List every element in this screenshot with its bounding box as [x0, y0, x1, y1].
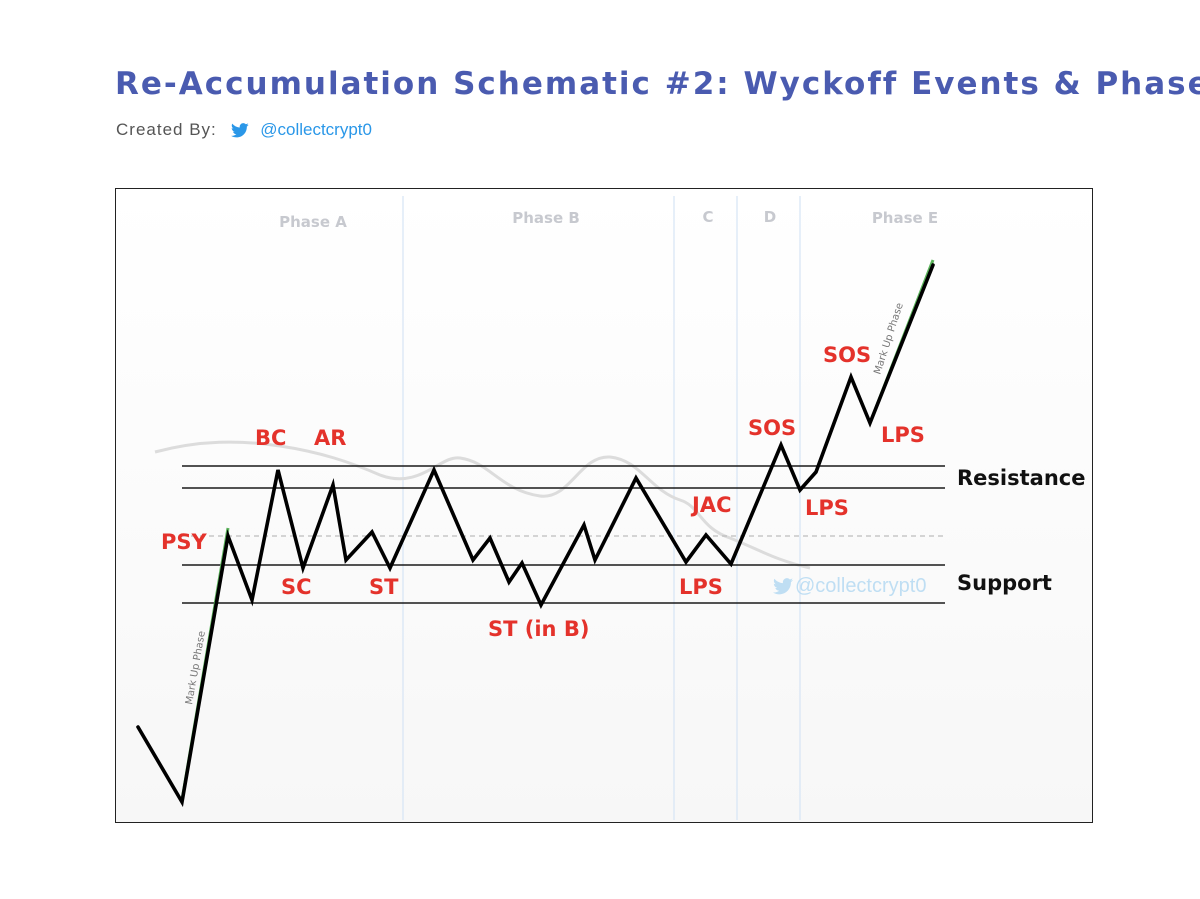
support-label: Support	[957, 571, 1052, 595]
event-sos-d: SOS	[748, 416, 796, 440]
event-st-in-b: ST (in B)	[488, 617, 589, 641]
shadow-curve	[154, 440, 811, 570]
watermark: @collectcrypt0	[773, 575, 926, 597]
event-psy: PSY	[161, 530, 208, 554]
twitter-handle[interactable]: @collectcrypt0	[260, 120, 372, 139]
diagram-frame	[115, 188, 1093, 823]
phase-a-label: Phase A	[279, 213, 347, 231]
markup-label-right: Mark Up Phase	[872, 302, 905, 376]
phase-b-label: Phase B	[512, 209, 580, 227]
phase-c-label: C	[702, 208, 713, 226]
phase-e-label: Phase E	[872, 209, 938, 227]
created-by-label: Created By:	[116, 120, 217, 139]
watermark-handle: @collectcrypt0	[795, 575, 926, 597]
event-ar: AR	[314, 426, 346, 450]
event-st: ST	[369, 575, 399, 599]
event-lps-d: LPS	[805, 496, 849, 520]
resistance-label: Resistance	[957, 466, 1085, 490]
twitter-bird-icon	[230, 123, 249, 138]
event-lps-e: LPS	[881, 423, 925, 447]
event-sos-e: SOS	[823, 343, 871, 367]
phase-d-label: D	[764, 208, 776, 226]
diagram-title: Re-Accumulation Schematic #2: Wyckoff Ev…	[115, 66, 1200, 102]
event-bc: BC	[255, 426, 286, 450]
price-path	[136, 263, 935, 808]
credit-line: Created By: @collectcrypt0	[116, 120, 372, 140]
event-jac: JAC	[690, 493, 731, 517]
event-lps-c: LPS	[679, 575, 723, 599]
watermark-twitter-bird-icon	[773, 578, 794, 595]
event-sc: SC	[281, 575, 312, 599]
